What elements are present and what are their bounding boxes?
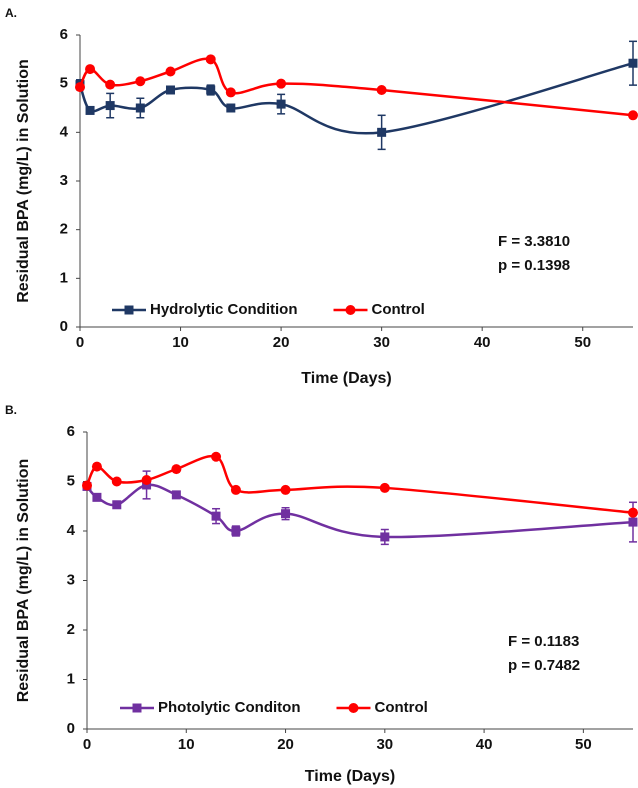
marker bbox=[280, 484, 291, 495]
legend-marker bbox=[348, 703, 359, 713]
marker bbox=[628, 110, 638, 121]
marker bbox=[92, 492, 102, 502]
marker bbox=[135, 103, 145, 113]
series-line bbox=[85, 454, 634, 514]
marker bbox=[380, 532, 390, 542]
x-tick-label: 40 bbox=[476, 736, 493, 753]
marker bbox=[205, 54, 216, 65]
marker bbox=[211, 451, 222, 462]
y-axis-title: Residual BPA (mg/L) in Solution bbox=[15, 459, 32, 703]
marker bbox=[206, 85, 216, 95]
x-tick-label: 10 bbox=[178, 736, 195, 753]
annotation: F = 0.1183 bbox=[508, 633, 579, 650]
x-tick-label: 30 bbox=[376, 736, 393, 753]
y-tick-label: 3 bbox=[60, 172, 68, 189]
y-tick-label: 0 bbox=[67, 720, 75, 737]
marker bbox=[171, 490, 181, 500]
y-tick-label: 4 bbox=[60, 123, 69, 140]
panel-label: B. bbox=[5, 403, 17, 417]
marker bbox=[82, 480, 92, 491]
x-axis-title: Time (Days) bbox=[301, 370, 391, 387]
y-tick-label: 3 bbox=[67, 571, 75, 588]
marker bbox=[379, 482, 390, 493]
legend-label: Hydrolytic Condition bbox=[150, 301, 298, 318]
y-tick-label: 6 bbox=[67, 423, 75, 440]
marker bbox=[171, 464, 182, 475]
marker bbox=[165, 85, 175, 95]
marker bbox=[231, 526, 241, 536]
annotation: F = 3.3810 bbox=[498, 233, 570, 250]
y-tick-label: 1 bbox=[67, 670, 75, 687]
marker bbox=[276, 78, 287, 89]
marker bbox=[135, 76, 146, 87]
y-tick-label: 1 bbox=[60, 269, 68, 286]
marker bbox=[105, 101, 115, 111]
annotation: p = 0.1398 bbox=[498, 257, 570, 274]
marker bbox=[376, 84, 387, 95]
legend-label: Control bbox=[372, 301, 425, 318]
legend-marker bbox=[124, 305, 134, 315]
x-tick-label: 40 bbox=[474, 334, 491, 351]
marker bbox=[276, 99, 286, 109]
x-tick-label: 0 bbox=[76, 334, 84, 351]
x-tick-label: 50 bbox=[574, 334, 591, 351]
marker bbox=[211, 511, 221, 521]
marker bbox=[377, 127, 387, 137]
marker bbox=[628, 517, 638, 527]
legend-label: Photolytic Conditon bbox=[158, 699, 300, 716]
x-tick-label: 50 bbox=[575, 736, 592, 753]
marker bbox=[112, 500, 122, 510]
marker bbox=[225, 87, 236, 98]
series-line bbox=[78, 57, 634, 117]
marker bbox=[628, 58, 638, 68]
y-tick-label: 2 bbox=[67, 621, 75, 638]
y-axis-title: Residual BPA (mg/L) in Solution bbox=[15, 59, 32, 303]
y-tick-label: 6 bbox=[60, 26, 68, 43]
series-line bbox=[86, 483, 634, 539]
marker bbox=[141, 475, 152, 486]
y-tick-label: 0 bbox=[60, 318, 68, 335]
marker bbox=[111, 476, 122, 487]
marker bbox=[91, 461, 102, 472]
marker bbox=[230, 484, 241, 495]
marker bbox=[226, 103, 236, 113]
panel-label: A. bbox=[5, 6, 17, 20]
marker bbox=[85, 64, 96, 75]
marker bbox=[85, 105, 95, 115]
marker bbox=[628, 507, 638, 518]
marker bbox=[105, 79, 116, 90]
legend-marker bbox=[132, 703, 142, 713]
x-tick-label: 0 bbox=[83, 736, 91, 753]
legend-label: Control bbox=[374, 699, 427, 716]
y-tick-label: 5 bbox=[60, 75, 68, 92]
y-tick-label: 2 bbox=[60, 221, 68, 238]
legend-marker bbox=[345, 305, 356, 315]
y-tick-label: 4 bbox=[67, 522, 76, 539]
x-tick-label: 30 bbox=[373, 334, 390, 351]
x-tick-label: 20 bbox=[273, 334, 290, 351]
marker bbox=[165, 66, 176, 77]
marker bbox=[281, 509, 291, 519]
annotation: p = 0.7482 bbox=[508, 657, 580, 674]
marker bbox=[75, 82, 85, 93]
x-tick-label: 10 bbox=[172, 334, 189, 351]
x-axis-title: Time (Days) bbox=[305, 768, 395, 785]
x-tick-label: 20 bbox=[277, 736, 294, 753]
y-tick-label: 5 bbox=[67, 472, 75, 489]
